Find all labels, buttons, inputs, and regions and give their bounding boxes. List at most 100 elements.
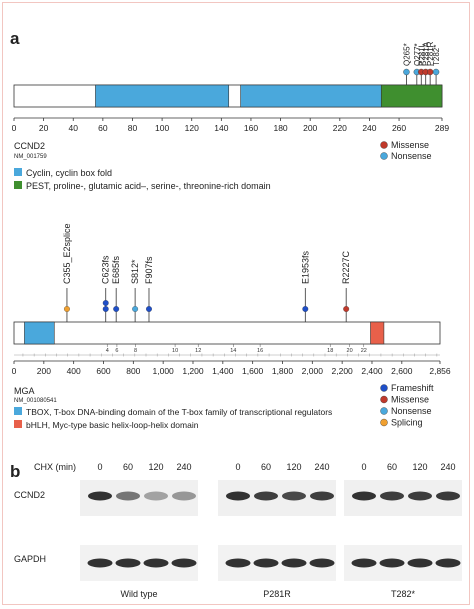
ccnd2-legend-dot xyxy=(380,141,388,149)
ccnd2-domain-legend-swatch xyxy=(14,181,22,189)
mga-legend-dot xyxy=(380,395,388,404)
mga-mutation-label: C355_E2splice xyxy=(62,223,72,284)
mga-mutation-dot xyxy=(102,306,109,312)
ccnd2-domain-legend-label: PEST, proline-, glutamic acid–, serine-,… xyxy=(26,181,271,191)
ccnd2-mutation-label: Q277* xyxy=(413,43,422,66)
panel-a-label: a xyxy=(10,29,20,48)
gapdh-band xyxy=(309,558,335,568)
mga-axis-tick-label: 2,400 xyxy=(361,366,383,376)
ccnd2-mutation-label: Q265* xyxy=(402,43,411,66)
blot-group-label: T282* xyxy=(391,589,416,599)
timepoint-label: 0 xyxy=(97,462,102,472)
ccnd2-domain-pest xyxy=(380,84,443,108)
mga-exon-label: 16 xyxy=(257,348,263,354)
ccnd2-band xyxy=(254,491,278,501)
mga-mutation-dot xyxy=(132,306,139,312)
mga-axis-tick-label: 600 xyxy=(96,366,110,376)
gapdh-band xyxy=(407,558,433,568)
timepoint-label: 0 xyxy=(235,462,240,472)
mga-axis-tick-label: 800 xyxy=(126,366,140,376)
timepoint-label: 120 xyxy=(286,462,301,472)
ccnd2-band xyxy=(226,491,250,501)
ccnd2-axis-tick-label: 140 xyxy=(214,123,228,133)
mga-axis-tick-label: 1,000 xyxy=(153,366,175,376)
mga-axis-tick-label: 1,200 xyxy=(182,366,204,376)
ccnd2-axis-tick-label: 200 xyxy=(303,123,317,133)
ccnd2-mutation-label: P281L xyxy=(417,42,426,66)
mga-exon-label: 4 xyxy=(106,348,109,354)
mga-mutation-label: F907fs xyxy=(144,256,154,284)
ccnd2-mutation-dot xyxy=(432,68,440,76)
blot-group-label: P281R xyxy=(263,589,291,599)
timepoint-label: 240 xyxy=(176,462,191,472)
mga-axis-tick-label: 1,400 xyxy=(212,366,234,376)
mga-axis-tick-label: 2,600 xyxy=(391,366,413,376)
ccnd2-band xyxy=(352,491,376,501)
mga-mutation-dot xyxy=(64,306,70,312)
mga-legend-dot xyxy=(380,418,388,427)
mga-legend-label: Nonsense xyxy=(391,406,432,416)
mga-mutation-dot xyxy=(302,306,309,312)
ccnd2-legend-label: Missense xyxy=(391,140,429,150)
ccnd2-axis-tick-label: 120 xyxy=(185,123,199,133)
ccnd2-band xyxy=(436,491,460,501)
mga-exon-label: 14 xyxy=(230,348,236,354)
ccnd2-axis-tick-label: 160 xyxy=(244,123,258,133)
ccnd2-axis-tick-label: 240 xyxy=(362,123,376,133)
mga-domain-legend-label: TBOX, T-box DNA-binding domain of the T-… xyxy=(26,407,332,417)
mga-domain-legend-swatch xyxy=(14,420,22,428)
mga-domain-legend-swatch xyxy=(14,407,22,415)
mga-axis-tick-label: 2,000 xyxy=(302,366,324,376)
ccnd2-band xyxy=(172,491,196,501)
mga-mutation-label: S812* xyxy=(130,259,140,284)
ccnd2-band xyxy=(408,491,432,501)
mga-mutation-label: E685fs xyxy=(111,255,121,284)
timepoint-label: 240 xyxy=(314,462,329,472)
gapdh-band xyxy=(115,558,141,568)
ccnd2-mutation-label: P281R xyxy=(426,41,435,66)
ccnd2-axis-tick-label: 0 xyxy=(12,123,17,133)
ccnd2-axis-tick-label: 180 xyxy=(273,123,287,133)
ccnd2-domain-legend-label: Cyclin, cyclin box fold xyxy=(26,168,112,178)
gapdh-band xyxy=(143,558,169,568)
row-label-gapdh: GAPDH xyxy=(14,554,46,564)
gapdh-band xyxy=(171,558,197,568)
mga-axis-tick-label: 200 xyxy=(37,366,51,376)
mga-exon-label: 10 xyxy=(172,348,178,354)
timepoint-label: 120 xyxy=(412,462,427,472)
gapdh-band xyxy=(225,558,251,568)
ccnd2-axis-tick-label: 100 xyxy=(155,123,169,133)
ccnd2-mutation-label: T282* xyxy=(432,45,441,66)
ccnd2-axis-tick-label: 40 xyxy=(69,123,79,133)
ccnd2-domain-legend-swatch xyxy=(14,168,22,176)
ccnd2-domain-cyclin xyxy=(95,84,230,108)
ccnd2-axis-tick-label: 80 xyxy=(128,123,138,133)
timepoint-label: 240 xyxy=(440,462,455,472)
mga-legend-dot xyxy=(380,407,388,415)
timepoint-label: 0 xyxy=(361,462,366,472)
mga-domain-tbox xyxy=(24,321,55,345)
gapdh-band xyxy=(351,558,377,568)
mga-protein-bar xyxy=(13,321,441,345)
mga-exon-label: 8 xyxy=(134,348,137,354)
mga-axis-tick-label: 1,800 xyxy=(272,366,294,376)
gapdh-band xyxy=(281,558,307,568)
mga-domain-legend-label: bHLH, Myc-type basic helix-loop-helix do… xyxy=(26,420,199,430)
mga-mutation-dot xyxy=(113,306,120,312)
blot-group-label: Wild type xyxy=(120,589,157,599)
gapdh-band xyxy=(253,558,279,568)
ccnd2-mutation-dot xyxy=(426,68,434,76)
mga-mutation-dot xyxy=(146,306,152,312)
ccnd2-accession: NM_001759 xyxy=(14,154,47,160)
mga-axis-tick-label: 2,200 xyxy=(332,366,354,376)
mga-mutation-dot xyxy=(102,300,109,306)
ccnd2-band xyxy=(88,491,112,501)
mga-axis-tick-label: 1,600 xyxy=(242,366,264,376)
mga-axis-tick-label: 0 xyxy=(12,366,17,376)
ccnd2-gene-name: CCND2 xyxy=(14,141,45,151)
gapdh-band xyxy=(87,558,113,568)
ccnd2-axis-tick-label: 60 xyxy=(98,123,108,133)
mga-legend-label: Missense xyxy=(391,395,429,405)
ccnd2-legend-dot xyxy=(380,152,388,160)
